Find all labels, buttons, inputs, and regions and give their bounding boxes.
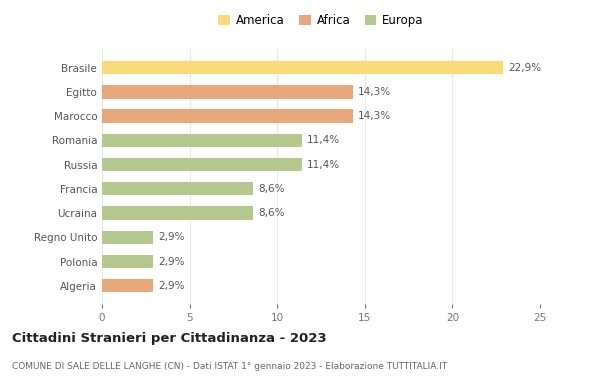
Bar — [102, 182, 253, 195]
Text: 11,4%: 11,4% — [307, 135, 340, 145]
Text: 2,9%: 2,9% — [158, 256, 185, 266]
Text: 14,3%: 14,3% — [358, 111, 391, 121]
Bar — [102, 158, 302, 171]
Bar — [102, 279, 153, 293]
Bar — [102, 61, 503, 74]
Text: 8,6%: 8,6% — [258, 208, 284, 218]
Text: 14,3%: 14,3% — [358, 87, 391, 97]
Text: 2,9%: 2,9% — [158, 232, 185, 242]
Text: 11,4%: 11,4% — [307, 160, 340, 169]
Bar — [102, 134, 302, 147]
Bar — [102, 109, 353, 123]
Text: 22,9%: 22,9% — [508, 63, 542, 73]
Bar — [102, 231, 153, 244]
Bar — [102, 206, 253, 220]
Text: 8,6%: 8,6% — [258, 184, 284, 194]
Legend: America, Africa, Europa: America, Africa, Europa — [214, 10, 428, 32]
Text: COMUNE DI SALE DELLE LANGHE (CN) - Dati ISTAT 1° gennaio 2023 - Elaborazione TUT: COMUNE DI SALE DELLE LANGHE (CN) - Dati … — [12, 362, 447, 370]
Bar — [102, 255, 153, 268]
Text: Cittadini Stranieri per Cittadinanza - 2023: Cittadini Stranieri per Cittadinanza - 2… — [12, 332, 326, 345]
Bar — [102, 85, 353, 98]
Text: 2,9%: 2,9% — [158, 281, 185, 291]
